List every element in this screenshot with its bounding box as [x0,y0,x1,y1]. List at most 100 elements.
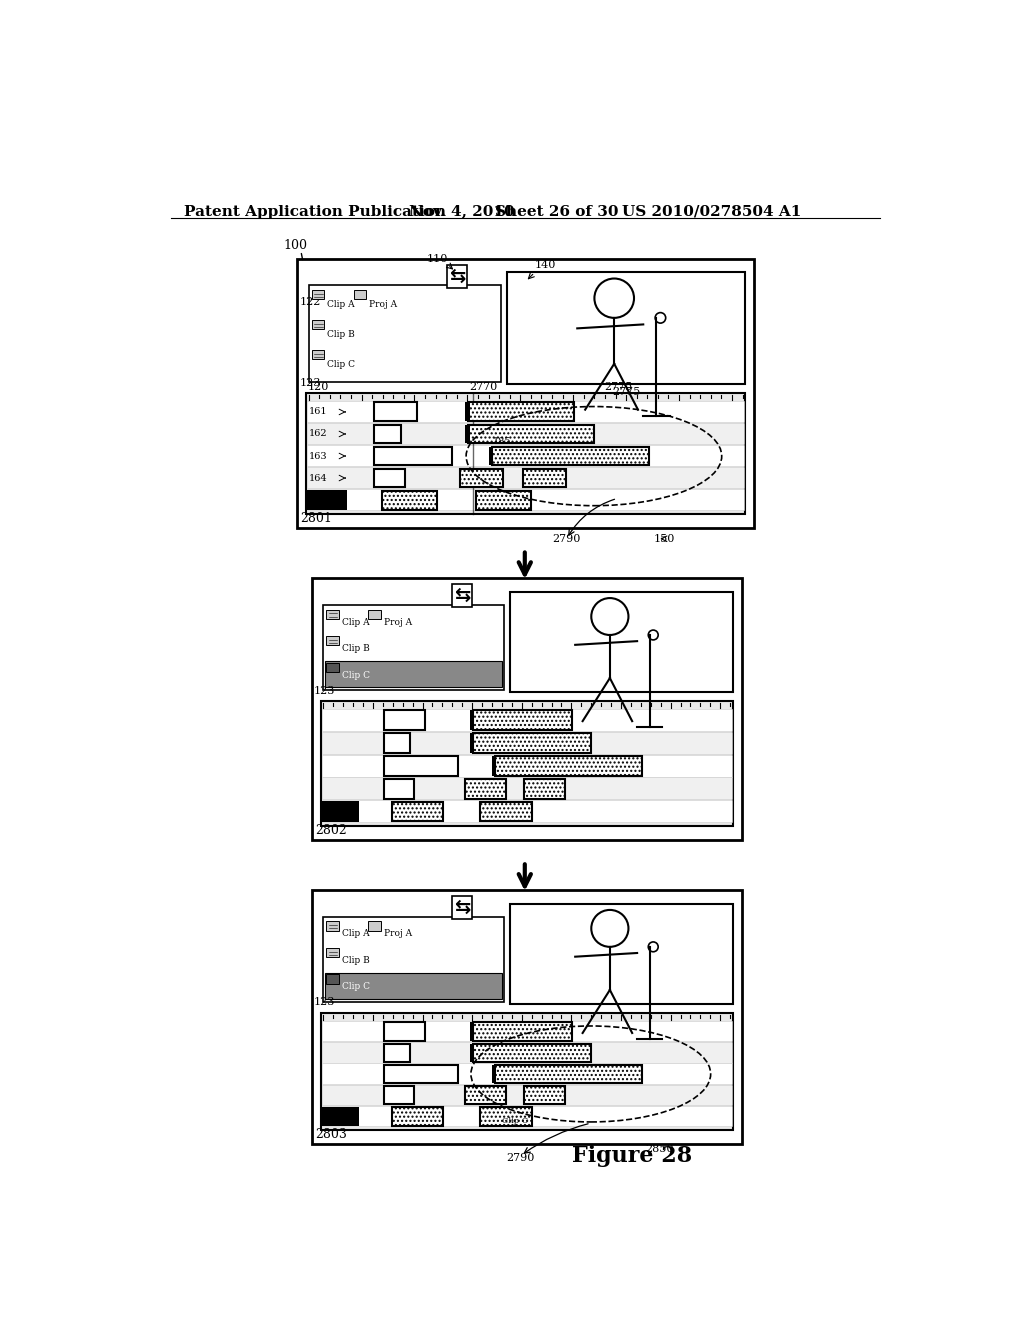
Bar [473,1044,591,1061]
Bar [465,779,506,799]
Text: 2801: 2801 [300,512,332,525]
Text: Clip C: Clip C [503,1117,528,1125]
Bar [322,731,732,754]
Text: Clip A: Clip A [342,618,370,627]
Text: 140: 140 [535,260,556,269]
Bar [325,661,503,686]
Text: 164: 164 [308,474,328,483]
Text: 110: 110 [426,255,447,264]
Bar [507,272,744,384]
Bar [306,393,744,515]
Bar [476,491,531,510]
Text: 2803: 2803 [314,1127,347,1140]
Text: 2802: 2802 [314,824,346,837]
Bar [307,401,744,422]
Bar [308,285,501,381]
Text: 2775: 2775 [604,383,633,392]
Text: 2790: 2790 [553,533,581,544]
Bar [311,321,324,330]
Bar [327,663,339,672]
Bar [374,425,401,444]
Bar [470,1022,474,1040]
Bar [384,1022,425,1040]
Text: Clip B: Clip B [342,956,370,965]
Text: 123: 123 [314,685,336,696]
Bar [322,1064,732,1084]
Bar [307,467,744,488]
Text: Clip C: Clip C [342,982,370,991]
Bar [473,1022,572,1040]
Bar [324,917,504,1002]
Bar [384,1044,410,1061]
Text: 123: 123 [299,378,321,388]
Bar [369,921,381,931]
Bar [488,446,494,466]
Bar [322,709,732,731]
Bar [322,1020,732,1041]
Text: Patent Application Publication: Patent Application Publication [183,205,445,219]
Bar [510,904,732,1003]
Bar [324,605,504,689]
Text: US 2010/0278504 A1: US 2010/0278504 A1 [623,205,802,219]
Text: Clip B: Clip B [342,644,370,653]
Text: 161: 161 [308,408,328,417]
Bar [307,422,744,445]
Bar [322,1106,358,1126]
Bar [480,801,531,821]
Text: 2790: 2790 [507,1152,536,1163]
Bar [473,734,591,752]
Text: 2775: 2775 [612,387,640,397]
Bar [391,1107,443,1126]
Bar [468,403,574,421]
Bar [495,1065,642,1082]
Text: ⇆: ⇆ [449,267,465,285]
Bar [322,777,732,800]
Bar [465,1086,506,1105]
Text: 162: 162 [308,429,328,438]
Bar [384,756,458,776]
Bar [374,403,417,421]
Bar [311,290,324,300]
Bar [524,779,565,799]
Bar [470,1044,474,1061]
Bar [311,890,741,1144]
Text: 185: 185 [494,437,512,446]
Bar [492,1065,497,1082]
Bar [492,446,649,466]
Bar [321,1014,732,1130]
Bar [321,701,732,826]
Text: Proj A: Proj A [369,300,397,309]
Text: 163: 163 [308,451,328,461]
Bar [382,491,436,510]
Text: 2770: 2770 [469,383,498,392]
Bar [374,446,453,466]
Bar [384,779,414,799]
Bar [322,1041,732,1063]
Bar [495,756,642,776]
Text: 120: 120 [308,383,329,392]
Bar [524,1086,565,1105]
Text: ⇆: ⇆ [454,898,470,917]
Bar [492,756,497,776]
Text: 2850: 2850 [645,1143,674,1154]
Text: 123: 123 [314,998,336,1007]
Text: Nov. 4, 2010: Nov. 4, 2010 [409,205,514,219]
Bar [307,488,744,511]
Bar [369,610,381,619]
Bar [311,578,741,840]
Text: ⇆: ⇆ [454,586,470,606]
Text: Proj A: Proj A [384,618,412,627]
Text: Clip B: Clip B [328,330,355,339]
Text: Clip C: Clip C [342,671,370,680]
Bar [327,948,339,957]
Bar [374,469,406,487]
Bar [384,1065,458,1082]
Bar [470,734,474,752]
Text: Proj A: Proj A [384,929,412,939]
Bar [465,425,470,444]
Bar [322,800,732,822]
Bar [384,734,410,752]
Bar [327,921,339,931]
Bar [470,710,474,730]
Bar [384,1086,414,1105]
